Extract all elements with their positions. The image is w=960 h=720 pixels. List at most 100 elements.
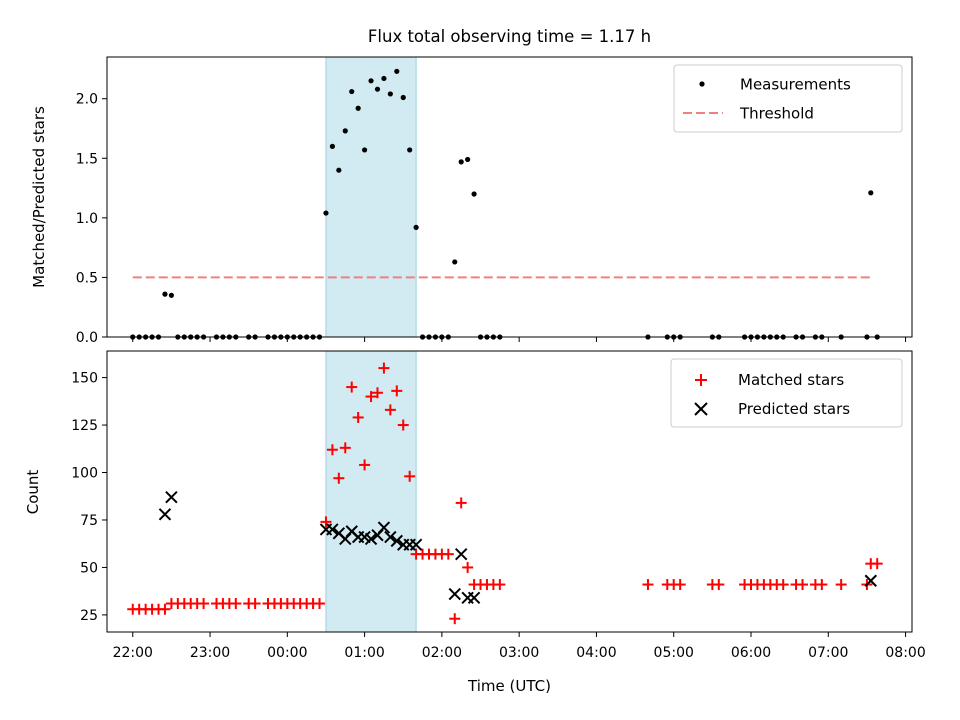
- chart-title: Flux total observing time = 1.17 h: [368, 27, 651, 46]
- matched-star-point: [404, 470, 416, 482]
- measurement-point: [368, 78, 374, 84]
- measurement-point: [452, 259, 458, 265]
- matched-star-point: [816, 579, 828, 591]
- matched-star-point: [346, 381, 358, 393]
- x-tick-label: 06:00: [731, 645, 771, 661]
- measurement-point: [336, 167, 342, 173]
- matched-star-point: [391, 385, 403, 397]
- top-y-tick-label: 1.0: [76, 211, 98, 227]
- x-tick-label: 03:00: [499, 645, 539, 661]
- top-y-tick-label: 0.0: [76, 330, 98, 346]
- bottom-y-ticks: 25 50 75 100 125 150: [71, 371, 107, 624]
- predicted-star-point: [364, 532, 378, 546]
- matched-star-point: [326, 444, 338, 456]
- matched-star-point: [365, 391, 377, 403]
- matched-star-point: [249, 598, 261, 610]
- measurement-point: [374, 86, 381, 92]
- matched-star-point: [384, 404, 396, 416]
- measurement-point: [349, 88, 355, 95]
- measurement-point: [168, 292, 174, 298]
- predicted-star-point: [165, 490, 178, 504]
- top-y-axis-label: Matched/Predicted stars: [30, 106, 48, 288]
- measurement-point: [465, 156, 471, 163]
- matched-star-point: [198, 598, 210, 610]
- matched-star-point: [359, 459, 371, 471]
- matched-star-point: [797, 579, 809, 591]
- predicted-star-point: [377, 521, 391, 534]
- legend-threshold-label: Threshold: [739, 105, 814, 123]
- measurement-point: [868, 190, 874, 196]
- matched-star-point: [378, 362, 390, 374]
- x-tick-label: 01:00: [344, 645, 384, 661]
- x-tick-label: 23:00: [190, 645, 230, 661]
- matched-stars-series: [127, 362, 883, 625]
- x-tick-label: 04:00: [576, 645, 616, 661]
- legend-matched-label: Matched stars: [738, 371, 844, 389]
- top-y-ticks: 0.0 0.5 1.0 1.5 2.0: [76, 92, 107, 346]
- x-tick-label: 07:00: [808, 645, 848, 661]
- measurement-point: [342, 128, 348, 134]
- matched-star-point: [397, 419, 409, 431]
- predicted-stars-series: [158, 490, 877, 605]
- legend-predicted-marker: [694, 402, 708, 416]
- measurement-point: [381, 75, 387, 82]
- matched-star-point: [230, 598, 242, 610]
- matched-star-point: [494, 579, 506, 591]
- predicted-star-point: [326, 523, 339, 536]
- predicted-star-point: [454, 547, 468, 561]
- legend-predicted-label: Predicted stars: [738, 400, 850, 418]
- top-plot-frame: [106, 56, 913, 338]
- measurement-point: [387, 91, 393, 97]
- matched-star-point: [835, 579, 847, 591]
- legend-matched-marker: [695, 374, 707, 386]
- bottom-x-ticks: 22:00 23:00 00:00 01:00 02:00 03:00 04:00 05:00…: [113, 632, 926, 661]
- measurement-point: [355, 105, 361, 111]
- measurement-point: [394, 68, 400, 74]
- x-tick-label: 02:00: [422, 645, 462, 661]
- predicted-star-point: [864, 574, 877, 587]
- measurement-point: [407, 147, 413, 153]
- matched-star-point: [871, 558, 883, 570]
- top-panel: Flux total observing time = 1.17 h 0.0 0.…: [30, 27, 913, 346]
- legend-measurements-marker: [699, 81, 705, 87]
- matched-star-point: [674, 579, 686, 591]
- predicted-star-point: [467, 591, 481, 605]
- predicted-star-point: [158, 508, 172, 521]
- matched-star-point: [352, 411, 364, 423]
- matched-star-point: [462, 561, 474, 573]
- x-axis-label: Time (UTC): [467, 677, 551, 695]
- x-tick-label: 05:00: [654, 645, 694, 661]
- top-legend: Measurements Threshold: [673, 64, 903, 133]
- bottom-y-axis-label: Count: [24, 470, 42, 515]
- matched-star-point: [442, 548, 454, 560]
- x-tick-label: 00:00: [267, 645, 307, 661]
- bottom-plot-frame: [106, 350, 913, 633]
- matched-star-point: [449, 613, 461, 625]
- legend-measurements-label: Measurements: [740, 76, 851, 94]
- matched-star-point: [713, 579, 725, 591]
- predicted-star-point: [384, 530, 397, 544]
- predicted-star-point: [390, 534, 404, 548]
- measurement-point: [323, 210, 329, 216]
- bottom-y-tick-label: 25: [80, 608, 98, 624]
- bottom-y-tick-label: 150: [71, 371, 98, 387]
- bottom-legend: Matched stars Predicted stars: [670, 358, 903, 428]
- bottom-panel: 25 50 75 100 125 150 22:00 23:00 00:00 01:00 02:0…: [24, 350, 926, 695]
- measurement-point: [162, 291, 168, 297]
- matched-star-point: [333, 472, 345, 484]
- bottom-y-tick-label: 100: [71, 466, 98, 482]
- measurement-point: [329, 143, 335, 149]
- x-tick-label: 22:00: [113, 645, 153, 661]
- top-shaded-span: [325, 56, 417, 338]
- matched-star-point: [371, 387, 383, 399]
- measurement-point: [400, 94, 406, 101]
- measurement-point: [458, 159, 464, 165]
- top-y-tick-label: 0.5: [76, 270, 98, 286]
- x-tick-label: 08:00: [885, 645, 925, 661]
- matched-star-point: [455, 497, 467, 509]
- bottom-y-tick-label: 75: [80, 513, 98, 529]
- predicted-star-point: [409, 538, 423, 551]
- measurement-point: [471, 191, 477, 197]
- top-y-tick-label: 2.0: [76, 92, 98, 108]
